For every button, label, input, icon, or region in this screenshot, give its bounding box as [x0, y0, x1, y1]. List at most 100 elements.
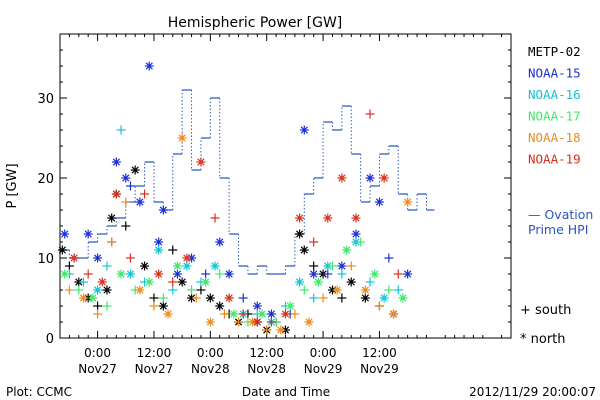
point	[102, 301, 112, 311]
point	[295, 277, 305, 287]
point	[309, 293, 319, 303]
point	[93, 285, 103, 295]
point	[60, 229, 70, 239]
x-tick-label-date: Nov29	[304, 362, 343, 376]
point	[107, 213, 117, 223]
point	[140, 189, 150, 199]
legend-item: NOAA-15	[528, 66, 581, 81]
point	[299, 125, 309, 135]
point	[266, 317, 276, 327]
point	[182, 253, 192, 263]
point	[234, 317, 244, 327]
legend-item: NOAA-18	[528, 130, 581, 145]
point	[93, 301, 103, 311]
north-label: north	[531, 332, 566, 347]
point	[356, 237, 366, 247]
point	[276, 325, 286, 335]
point	[337, 269, 347, 279]
x-tick-label-time: 0:00	[197, 346, 224, 360]
point	[196, 157, 206, 167]
y-tick-label: 30	[37, 92, 54, 107]
point	[172, 269, 182, 279]
legend-ovation: Prime HPI	[528, 222, 588, 237]
point	[135, 285, 145, 295]
point	[121, 173, 131, 183]
point	[266, 309, 276, 319]
point	[215, 269, 225, 279]
point	[125, 269, 135, 279]
point	[252, 301, 262, 311]
point	[229, 309, 239, 319]
y-axis: 0 10 20 30	[37, 49, 511, 347]
point	[210, 261, 220, 271]
north-key: * north	[520, 332, 566, 347]
point	[125, 181, 135, 191]
point	[374, 301, 384, 311]
point	[163, 309, 173, 319]
point	[78, 293, 88, 303]
point	[116, 125, 126, 135]
point	[149, 301, 159, 311]
point	[346, 261, 356, 271]
point	[365, 109, 375, 119]
point	[252, 317, 262, 327]
legend-item: NOAA-16	[528, 87, 581, 102]
point	[360, 285, 370, 295]
point	[158, 301, 168, 311]
point	[102, 261, 112, 271]
south-symbol: +	[520, 303, 531, 318]
point	[93, 253, 103, 263]
point	[219, 309, 229, 319]
point	[337, 261, 347, 271]
point	[393, 269, 403, 279]
point	[144, 61, 154, 71]
x-tick-label-date: Nov28	[191, 362, 230, 376]
x-axis: 0:00 Nov27 12:00 Nov27 0:00 Nov28 12:00 Nov28 0:…	[68, 34, 503, 376]
point	[337, 293, 347, 303]
point	[342, 245, 352, 255]
point	[309, 237, 319, 247]
point	[154, 269, 164, 279]
point	[135, 197, 145, 207]
legend: METP-02 NOAA-15 NOAA-16 NOAA-17 NOAA-18 NOAA-…	[528, 44, 593, 237]
point	[154, 237, 164, 247]
point	[393, 285, 403, 295]
point	[121, 221, 131, 231]
point	[74, 285, 84, 295]
point	[332, 285, 342, 295]
point	[140, 261, 150, 271]
point	[281, 309, 290, 319]
point	[57, 245, 67, 255]
point	[309, 261, 319, 271]
point	[93, 309, 103, 319]
data-points	[57, 61, 413, 335]
point	[168, 285, 178, 295]
point	[130, 165, 140, 175]
legend-item: NOAA-17	[528, 109, 581, 124]
point	[351, 229, 361, 239]
legend-item: METP-02	[528, 44, 581, 59]
point	[215, 237, 225, 247]
point	[290, 309, 300, 319]
x-tick-label-date: Nov27	[78, 362, 117, 376]
south-label: south	[535, 303, 571, 318]
point	[102, 285, 112, 295]
y-tick-label: 10	[37, 252, 54, 267]
point	[374, 197, 384, 207]
x-tick-label-time: 12:00	[362, 346, 397, 360]
point	[107, 237, 117, 247]
point	[177, 277, 187, 287]
point	[172, 261, 182, 271]
point	[313, 277, 323, 287]
north-symbol: *	[520, 332, 527, 347]
point	[64, 261, 74, 271]
point	[182, 261, 192, 271]
point	[384, 253, 394, 263]
point	[168, 245, 178, 255]
point	[69, 253, 79, 263]
ovation-series	[60, 89, 435, 275]
point	[196, 285, 206, 295]
footer-left: Plot: CCMC	[6, 385, 72, 399]
point	[323, 213, 333, 223]
